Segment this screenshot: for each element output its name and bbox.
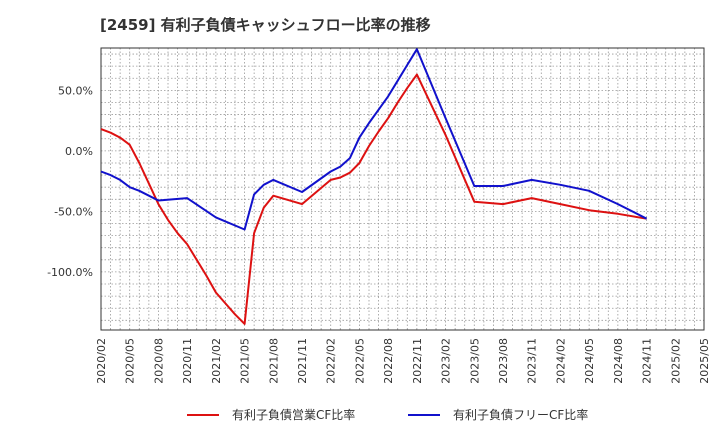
x-tick-label: 2024/08 [612,338,625,384]
x-tick-label: 2022/05 [353,338,366,384]
series-line-1 [100,73,647,325]
legend-label-1: 有利子負債営業CF比率 [232,407,355,422]
plot-frame [100,47,705,331]
y-tick-label: -50.0% [54,205,93,218]
x-tick-label: 2024/05 [583,338,596,384]
y-tick-label: 50.0% [58,84,93,97]
x-tick-label: 2020/05 [124,338,137,384]
x-tick-label: 2025/02 [669,338,682,384]
x-tick-label: 2023/05 [468,338,481,384]
x-tick-label: 2023/02 [440,338,453,384]
x-tick-label: 2021/05 [239,338,252,384]
x-tick-label: 2021/11 [296,338,309,384]
x-tick-label: 2023/11 [526,338,539,384]
x-tick-label: 2021/02 [210,338,223,384]
x-tick-label: 2022/08 [382,338,395,384]
x-tick-label: 2025/05 [698,338,711,384]
x-tick-label: 2024/02 [554,338,567,384]
y-tick-label: 0.0% [65,145,93,158]
x-tick-label: 2023/08 [497,338,510,384]
x-tick-label: 2022/11 [411,338,424,384]
legend-label-2: 有利子負債フリーCF比率 [453,407,588,422]
y-tick-label: -100.0% [47,266,93,279]
series-line-2 [100,48,648,231]
x-tick-label: 2020/02 [95,338,108,384]
x-tick-label: 2020/11 [181,338,194,384]
chart-title: [2459] 有利子負債キャッシュフロー比率の推移 [100,16,431,34]
x-tick-label: 2021/08 [267,338,280,384]
x-tick-label: 2022/02 [325,338,338,384]
x-tick-label: 2024/11 [641,338,654,384]
x-tick-label: 2020/08 [152,338,165,384]
